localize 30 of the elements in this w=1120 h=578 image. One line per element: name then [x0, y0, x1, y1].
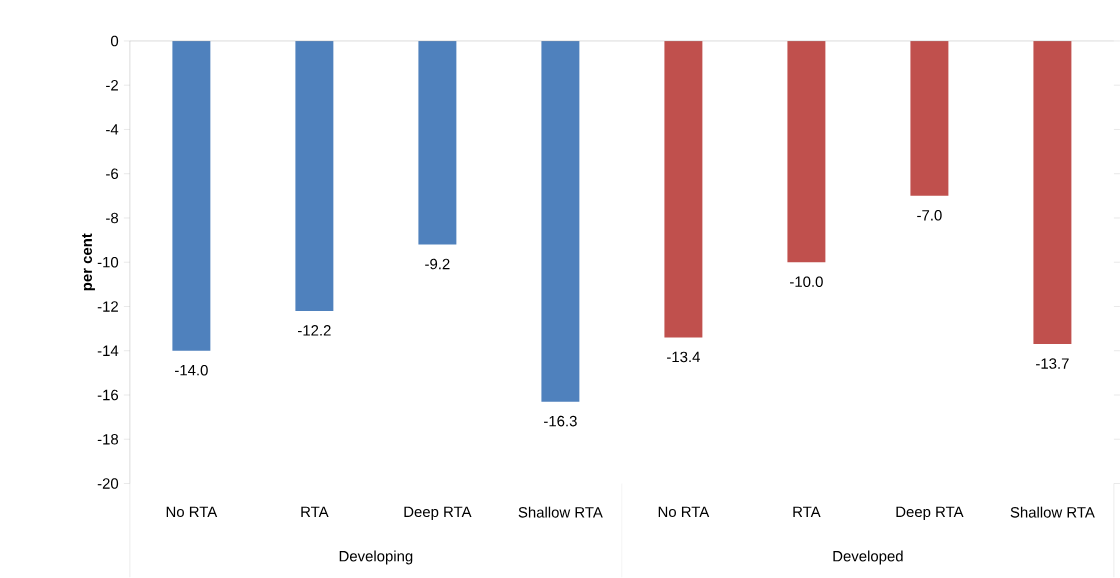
data-label: -13.4	[667, 351, 700, 363]
y-tick-label: -10	[97, 257, 119, 268]
x-tick-label: Deep RTA	[404, 506, 472, 521]
y-tick-label: -14	[97, 345, 119, 357]
y-tick-label: -6	[106, 168, 119, 180]
data-label: -10.0	[790, 276, 823, 288]
data-label: -7.0	[917, 210, 942, 221]
data-label: -16.3	[544, 416, 577, 427]
x-tick-label: No RTA	[658, 506, 710, 518]
y-tick-label: -4	[106, 124, 119, 135]
y-tick-label: -18	[97, 434, 119, 445]
x-tick-label: Deep RTA	[896, 506, 964, 521]
y-tick-label: -2	[106, 80, 118, 91]
x-tick-label: RTA	[793, 506, 821, 518]
text: Developing	[339, 550, 413, 565]
data-label: -9.2	[425, 258, 450, 270]
data-label: -14.0	[175, 365, 208, 376]
y-tick-label: -20	[97, 478, 119, 489]
x-tick-label: No RTA	[166, 506, 218, 518]
data-label: -12.2	[298, 325, 331, 336]
x-tick-label: Shallow RTA	[518, 506, 603, 518]
y-axis-title: per cent	[82, 233, 95, 291]
x-tick-label: Shallow RTA	[1010, 506, 1095, 518]
x-tick-label: RTA	[301, 506, 329, 518]
data-label: -13.7	[1036, 358, 1069, 370]
y-tick-label: 0	[110, 35, 119, 47]
y-tick-label: -12	[97, 301, 118, 312]
y-tick-label: -16	[97, 389, 119, 401]
y-tick-label: -8	[106, 212, 119, 224]
text: Developed	[833, 550, 903, 565]
